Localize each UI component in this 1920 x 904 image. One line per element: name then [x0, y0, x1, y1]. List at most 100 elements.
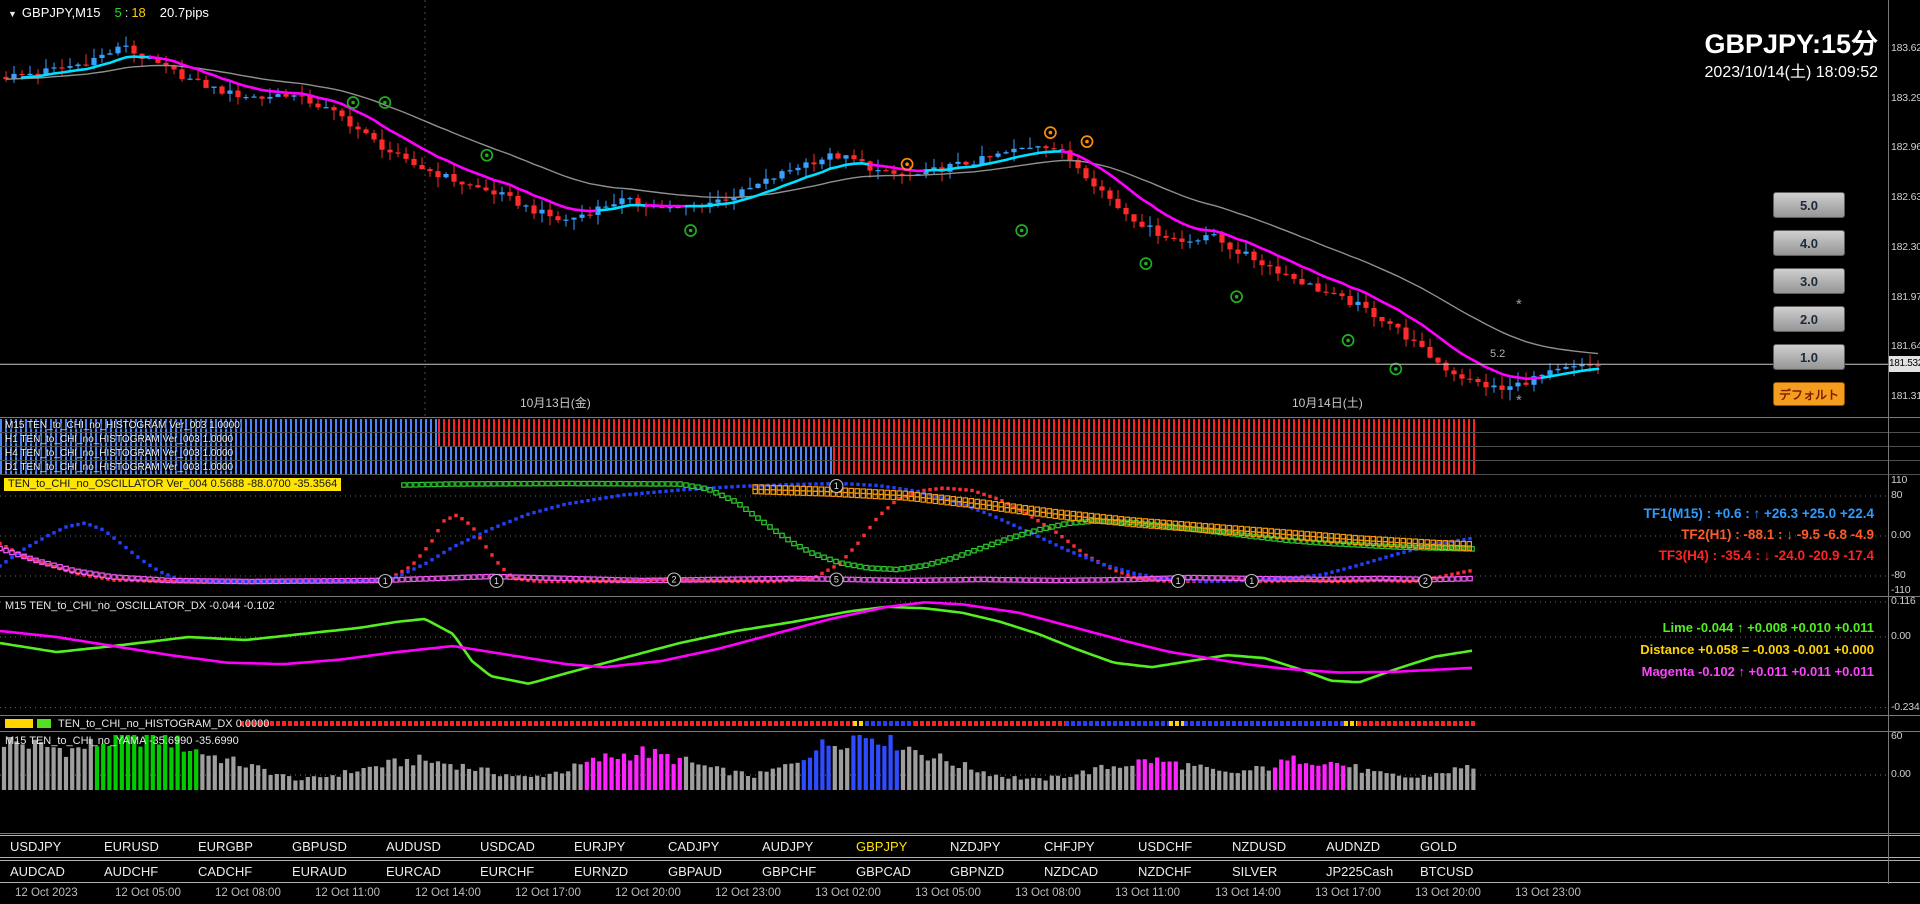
oscillator-dx-panel: [0, 597, 1920, 716]
histogram-strip-h1: H1 TEN_to_CHI_no_HISTOGRAM Ver_003 1.000…: [0, 433, 1920, 447]
svg-text:1: 1: [494, 576, 499, 586]
symbol-tab-nzdusd[interactable]: NZDUSD: [1232, 839, 1287, 854]
time-axis-label: 13 Oct 23:00: [1515, 887, 1581, 899]
symbol-tab-silver[interactable]: SILVER: [1232, 864, 1278, 879]
histogram-strip-bars: [0, 447, 1888, 460]
symbol-dropdown-icon[interactable]: ▼: [8, 9, 17, 19]
histogram-strip-label-d1: D1 TEN_to_CHI_no_HISTOGRAM Ver_003 1.000…: [5, 462, 234, 473]
histdx-signal-cells: [5, 719, 51, 728]
symbol-tab-usdcad[interactable]: USDCAD: [480, 839, 535, 854]
histogram-strip-d1: D1 TEN_to_CHI_no_HISTOGRAM Ver_003 1.000…: [0, 461, 1920, 475]
svg-text:1: 1: [383, 576, 388, 586]
symbol-tab-gbpchf[interactable]: GBPCHF: [762, 864, 817, 879]
scale-button-5.0[interactable]: 5.0: [1773, 192, 1845, 218]
symbol-tab-eurusd[interactable]: EURUSD: [104, 839, 159, 854]
oscillator-label: TEN_to_CHI_no_OSCILLATOR Ver_004 0.5688 …: [4, 478, 342, 491]
yama-axis-label: 60: [1891, 730, 1903, 742]
default-scale-button[interactable]: デフォルト: [1773, 382, 1845, 406]
symbol-tab-nzdjpy[interactable]: NZDJPY: [950, 839, 1001, 854]
yama-chart-canvas[interactable]: [0, 732, 1888, 833]
dx-axis-label: 0.116: [1891, 595, 1916, 607]
oscillator-tf-readout: TF1(M15) : +0.6 : ↑ +26.3 +25.0 +22.4: [1643, 506, 1874, 521]
symbol-tab-eurchf[interactable]: EURCHF: [480, 864, 535, 879]
alert-asterisk-lower: *: [1516, 392, 1522, 409]
countdown-separator: :: [124, 5, 129, 20]
dx-axis-label: 0.00: [1891, 630, 1911, 642]
symbol-tab-gbpaud[interactable]: GBPAUD: [668, 864, 722, 879]
time-axis[interactable]: 12 Oct 2023 12 Oct 05:00 12 Oct 08:00 12 Oc…: [0, 884, 1920, 904]
price-axis-label: 182.965: [1891, 141, 1920, 153]
time-axis-label: 12 Oct 11:00: [315, 887, 380, 899]
svg-text:1: 1: [834, 481, 839, 491]
scale-button-1.0[interactable]: 1.0: [1773, 344, 1845, 370]
histogram-dx-panel: [0, 716, 1920, 732]
symbol-tab-eurnzd[interactable]: EURNZD: [574, 864, 629, 879]
symbol-tab-eurcad[interactable]: EURCAD: [386, 864, 441, 879]
svg-text:1: 1: [1176, 576, 1181, 586]
yama-panel: [0, 732, 1920, 834]
chart-symbol-label: GBPJPY,M15: [21, 5, 101, 20]
symbol-tab-gbpjpy[interactable]: GBPJPY: [856, 839, 908, 854]
time-axis-label: 12 Oct 20:00: [615, 887, 681, 899]
symbol-tab-gbpcad[interactable]: GBPCAD: [856, 864, 911, 879]
scale-button-4.0[interactable]: 4.0: [1773, 230, 1845, 256]
symbol-tab-audjpy[interactable]: AUDJPY: [762, 839, 814, 854]
symbol-tab-audusd[interactable]: AUDUSD: [386, 839, 441, 854]
oscillator-tf-readout: TF2(H1) : -88.1 : ↓ -9.5 -6.8 -4.9: [1681, 527, 1874, 542]
symbol-tab-eurjpy[interactable]: EURJPY: [574, 839, 626, 854]
histogram-dx-canvas[interactable]: [0, 716, 1888, 731]
dx-chart-canvas[interactable]: [0, 597, 1888, 715]
current-price-box: 181.532: [1889, 356, 1920, 372]
price-axis-label: 181.975: [1891, 291, 1920, 303]
symbol-tab-eurgbp[interactable]: EURGBP: [198, 839, 253, 854]
yama-label: M15 TEN_to_CHI_no_YAMA -35.6990 -35.6990: [5, 735, 239, 747]
distance-tag: 5.2: [1490, 348, 1506, 360]
oscillator-panel: 1 1 2 5 1 1 1 2: [0, 475, 1920, 597]
histdx-signal-cell: [37, 719, 51, 728]
symbol-tab-btcusd[interactable]: BTCUSD: [1420, 864, 1474, 879]
time-axis-label: 13 Oct 20:00: [1415, 887, 1481, 899]
date-label-oct14: 10月14日(土): [1292, 396, 1363, 410]
watermark-symbol-title: GBPJPY:15分: [1704, 29, 1878, 59]
scale-button-3.0[interactable]: 3.0: [1773, 268, 1845, 294]
price-axis-label: 183.295: [1891, 92, 1920, 104]
histogram-strip-segment: [0, 419, 438, 432]
symbol-tab-gbpnzd[interactable]: GBPNZD: [950, 864, 1005, 879]
symbol-tab-cadjpy[interactable]: CADJPY: [668, 839, 720, 854]
symbol-tab-audnzd[interactable]: AUDNZD: [1326, 839, 1381, 854]
candlestick-chart-canvas[interactable]: [0, 0, 1888, 417]
symbol-tab-gold[interactable]: GOLD: [1420, 839, 1457, 854]
price-axis-label: 181.315: [1891, 390, 1920, 402]
symbol-tab-nzdcad[interactable]: NZDCAD: [1044, 864, 1099, 879]
histogram-strip-bars: [0, 419, 1888, 432]
symbol-tab-usdjpy[interactable]: USDJPY: [10, 839, 62, 854]
dx-legend-readout: Magenta -0.102 ↑ +0.011 +0.011 +0.011: [1641, 664, 1874, 679]
svg-text:2: 2: [1423, 576, 1428, 586]
histogram-strip-segment: [438, 433, 1475, 446]
scale-button-2.0[interactable]: 2.0: [1773, 306, 1845, 332]
bar-countdown-seconds: 18: [131, 5, 146, 20]
clock-timestamp: 2023/10/14(土) 18:09:52: [1704, 64, 1878, 81]
symbol-tab-cadchf[interactable]: CADCHF: [198, 864, 253, 879]
dx-legend-readout: Lime -0.044 ↑ +0.008 +0.010 +0.011: [1662, 620, 1874, 635]
oscillator-chart-canvas[interactable]: 1 1 2 5 1 1 1 2: [0, 475, 1888, 596]
time-axis-label: 12 Oct 23:00: [715, 887, 781, 899]
symbol-tab-audcad[interactable]: AUDCAD: [10, 864, 65, 879]
time-axis-label: 12 Oct 05:00: [115, 887, 181, 899]
chart-header: ▼ GBPJPY,M15 5:18 20.7pips: [8, 5, 209, 20]
svg-text:2: 2: [671, 575, 676, 585]
time-axis-label: 13 Oct 17:00: [1315, 887, 1381, 899]
oscillator-axis-label: 80: [1891, 489, 1903, 501]
symbol-tab-audchf[interactable]: AUDCHF: [104, 864, 159, 879]
symbol-tab-gbpusd[interactable]: GBPUSD: [292, 839, 347, 854]
histogram-strip-segment: [833, 461, 1475, 474]
histogram-strip-m15: M15 TEN_to_CHI_no_HISTOGRAM Ver_003 1.00…: [0, 419, 1920, 433]
dx-label: M15 TEN_to_CHI_no_OSCILLATOR_DX -0.044 -…: [5, 600, 275, 612]
symbol-tab-usdchf[interactable]: USDCHF: [1138, 839, 1193, 854]
dx-axis-label: -0.234: [1891, 701, 1920, 713]
symbol-tab-chfjpy[interactable]: CHFJPY: [1044, 839, 1095, 854]
symbol-tab-jp225cash[interactable]: JP225Cash: [1326, 864, 1394, 879]
symbol-tab-euraud[interactable]: EURAUD: [292, 864, 347, 879]
price-axis-divider: [1888, 0, 1889, 884]
symbol-tab-nzdchf[interactable]: NZDCHF: [1138, 864, 1192, 879]
